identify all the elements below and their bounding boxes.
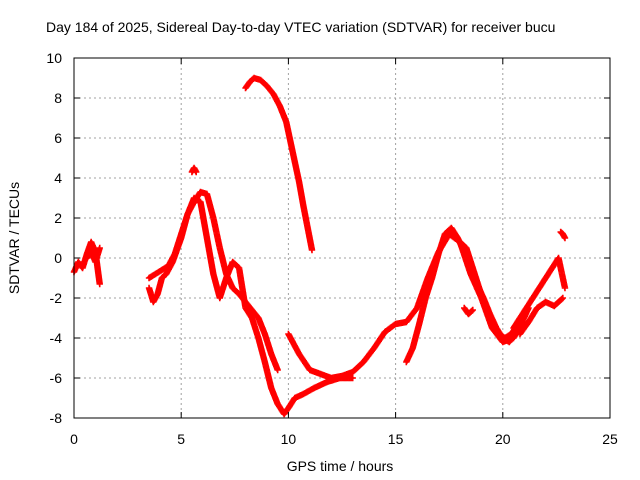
series-arc-m bbox=[557, 228, 569, 242]
y-tick-label: -8 bbox=[50, 410, 63, 426]
series-arc-e bbox=[188, 164, 200, 176]
x-tick-label: 20 bbox=[495, 431, 511, 447]
series-arc-a bbox=[70, 238, 103, 288]
x-tick-label: 15 bbox=[388, 431, 404, 447]
series-arc-k bbox=[510, 254, 569, 332]
data-point bbox=[274, 366, 281, 374]
y-tick-label: -6 bbox=[50, 370, 63, 386]
chart-title: Day 184 of 2025, Sidereal Day-to-day VTE… bbox=[46, 19, 555, 35]
data-point bbox=[558, 295, 566, 303]
x-tick-label: 5 bbox=[177, 431, 185, 447]
data-point bbox=[469, 306, 476, 314]
x-tick-label: 0 bbox=[70, 431, 78, 447]
y-tick-label: -4 bbox=[50, 330, 63, 346]
x-axis-title: GPS time / hours bbox=[287, 458, 394, 474]
y-axis-title: SDTVAR / TECUs bbox=[6, 182, 22, 294]
series-arc-l bbox=[516, 294, 567, 338]
data-point bbox=[96, 244, 103, 252]
data-point bbox=[561, 284, 569, 292]
data-point bbox=[559, 294, 567, 302]
x-tick-label: 25 bbox=[602, 431, 618, 447]
data-point bbox=[561, 234, 569, 242]
data-point bbox=[308, 246, 316, 254]
plot-frame bbox=[73, 57, 611, 419]
data-point bbox=[349, 374, 356, 382]
series-arc-b bbox=[83, 244, 103, 266]
y-tick-label: 4 bbox=[54, 170, 62, 186]
series-arc-d bbox=[145, 188, 281, 374]
data-point bbox=[96, 280, 103, 288]
y-tick-label: 2 bbox=[54, 210, 62, 226]
series-arc-j bbox=[461, 304, 476, 318]
series-arc-f bbox=[242, 74, 316, 254]
y-tick-label: 6 bbox=[54, 130, 62, 146]
data-points bbox=[70, 74, 569, 418]
y-tick-label: -2 bbox=[50, 290, 63, 306]
ticks: 0 5 10 15 20 25 -8 -6 -4 -2 0 2 4 6 8 10 bbox=[46, 50, 618, 447]
y-tick-label: 0 bbox=[54, 250, 62, 266]
y-tick-label: 10 bbox=[46, 50, 62, 66]
x-tick-label: 10 bbox=[281, 431, 297, 447]
y-tick-label: 8 bbox=[54, 90, 62, 106]
data-point bbox=[193, 168, 200, 176]
grid bbox=[74, 58, 610, 418]
